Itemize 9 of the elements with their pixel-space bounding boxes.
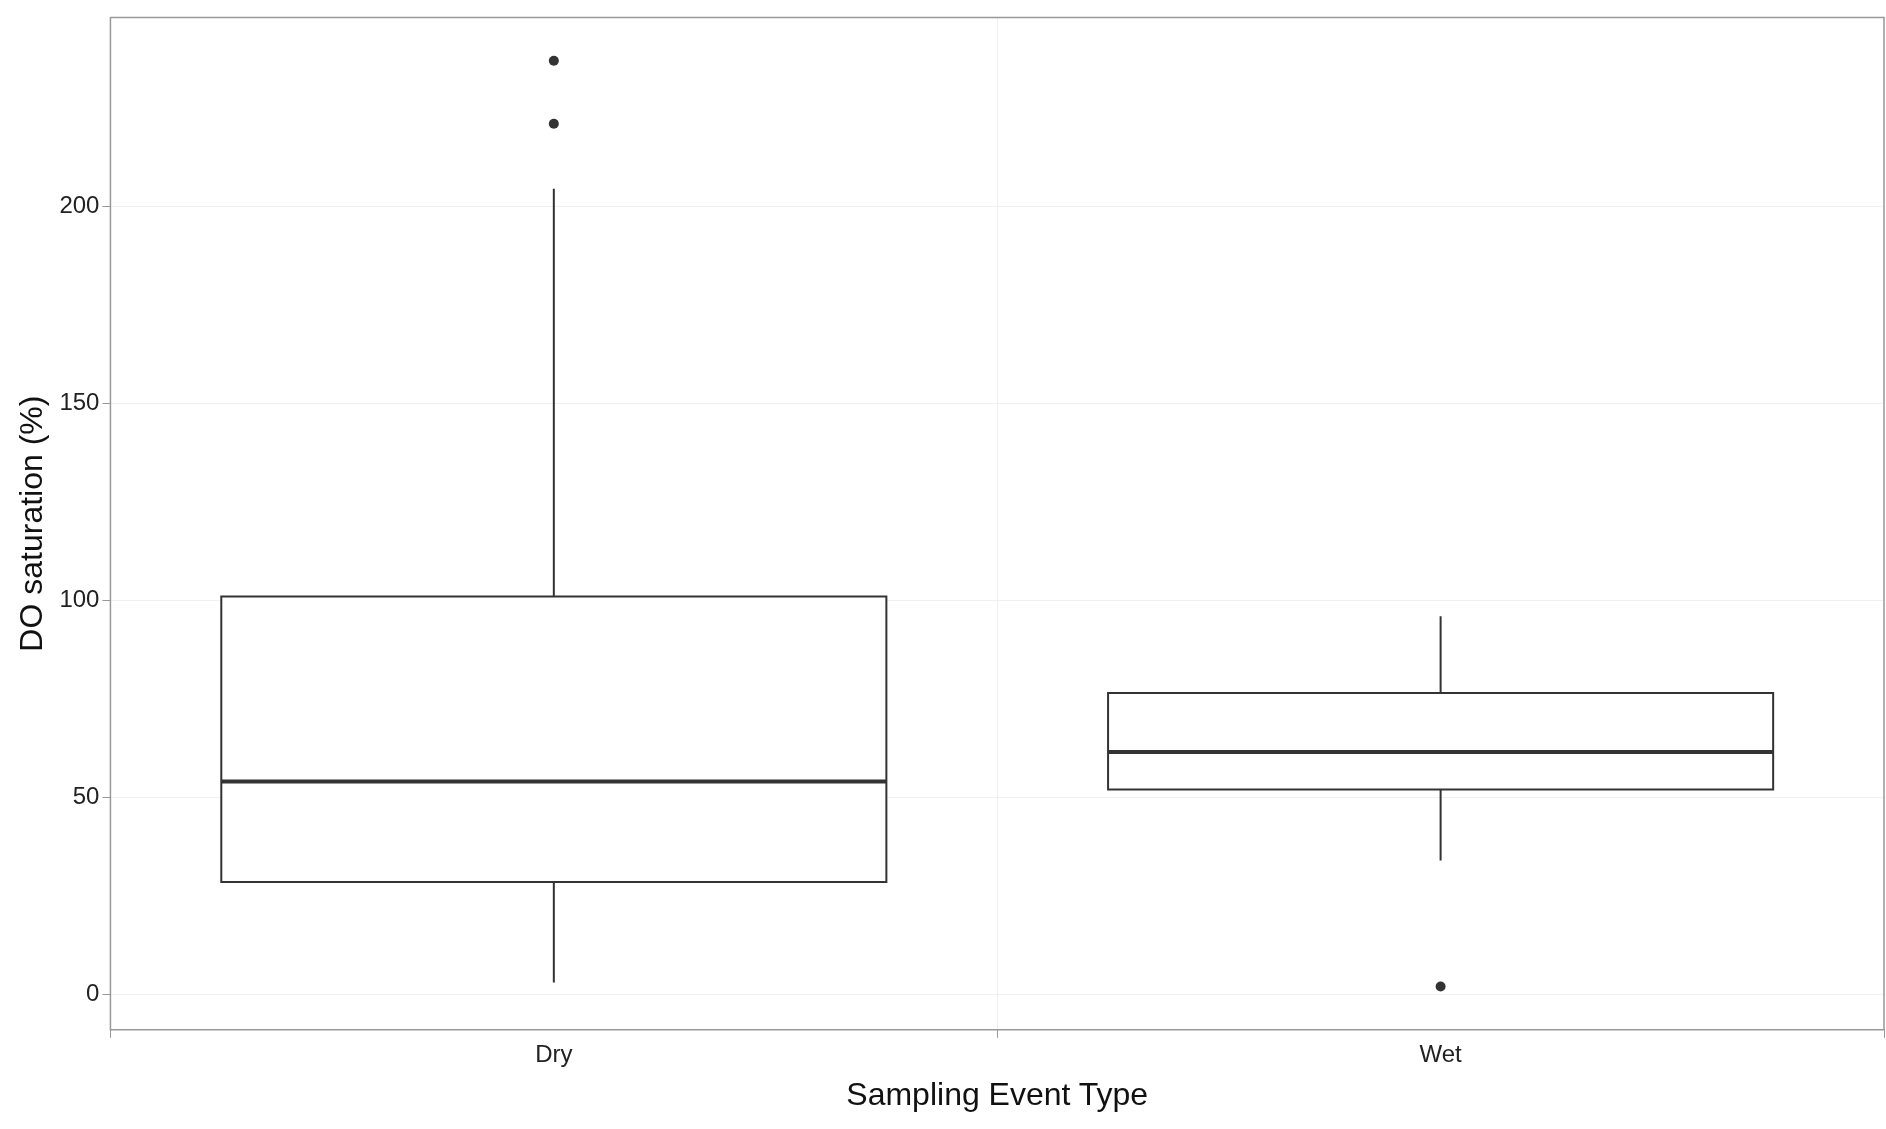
x-tick-label: Wet: [1419, 1039, 1463, 1067]
x-tick-label: Dry: [535, 1039, 573, 1067]
y-tick-label: 50: [72, 782, 100, 810]
y-tick-label: 100: [59, 585, 100, 613]
y-tick-label: 150: [59, 388, 100, 416]
y-tick-label: 200: [59, 191, 100, 219]
x-axis-title: Sampling Event Type: [846, 1075, 1149, 1112]
y-tick-label: 0: [86, 978, 100, 1006]
y-axis-title: DO saturation (%): [13, 395, 50, 652]
